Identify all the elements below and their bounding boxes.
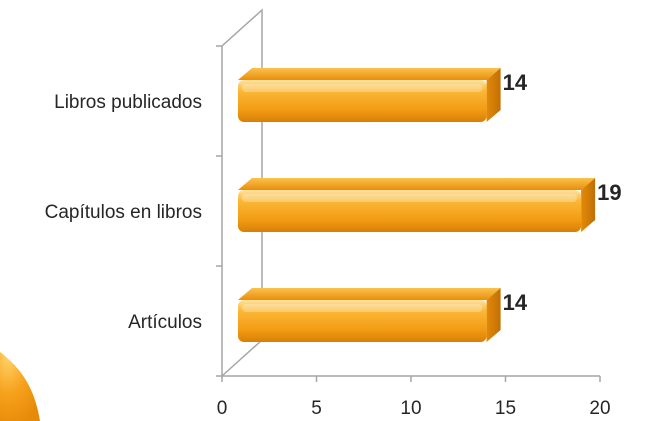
bar-front-face bbox=[238, 80, 487, 122]
bar-highlight bbox=[242, 194, 578, 202]
category-labels: Libros publicados Capítulos en libros Ar… bbox=[45, 92, 202, 333]
data-labels: 14 19 14 bbox=[503, 70, 622, 315]
bars bbox=[238, 68, 596, 342]
bar-highlight bbox=[242, 84, 483, 92]
bar-end-face bbox=[486, 288, 501, 342]
bar bbox=[238, 68, 501, 122]
x-tick-label: 5 bbox=[311, 398, 322, 419]
bar bbox=[238, 288, 501, 342]
bar-end-face bbox=[486, 68, 501, 122]
bar bbox=[238, 178, 596, 232]
category-label: Artículos bbox=[128, 312, 202, 333]
chart-axes bbox=[216, 8, 601, 382]
bar-top-face bbox=[238, 288, 501, 300]
category-label: Capítulos en libros bbox=[45, 202, 202, 223]
x-tick-label: 10 bbox=[400, 398, 421, 419]
category-label: Libros publicados bbox=[54, 92, 202, 113]
bar-top-face bbox=[238, 178, 596, 190]
data-label: 14 bbox=[503, 290, 528, 315]
data-label: 19 bbox=[597, 180, 621, 205]
bar-top-face bbox=[238, 68, 501, 80]
decorative-orange-shape bbox=[0, 352, 40, 421]
bar-front-face bbox=[238, 300, 487, 342]
x-tick-label: 15 bbox=[495, 398, 516, 419]
x-tick-label: 20 bbox=[589, 398, 610, 419]
bar-highlight bbox=[242, 304, 483, 312]
x-tick-labels: 0 5 10 15 20 bbox=[217, 398, 611, 419]
bar-front-face bbox=[238, 190, 582, 232]
bar-end-face bbox=[581, 178, 596, 232]
data-label: 14 bbox=[503, 70, 528, 95]
x-tick-label: 0 bbox=[217, 398, 228, 419]
